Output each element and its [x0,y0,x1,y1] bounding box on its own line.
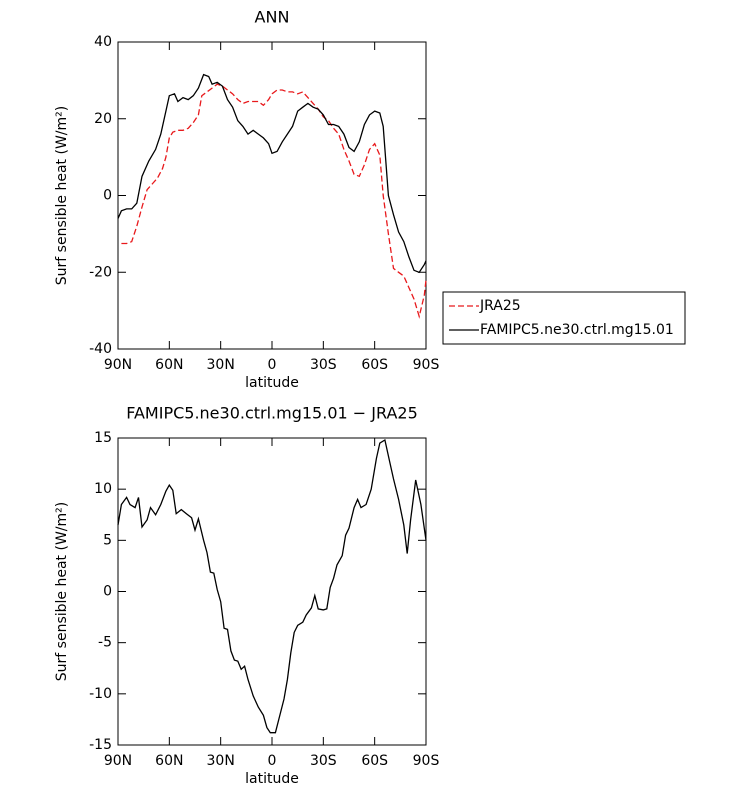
x-axis-label: latitude [245,375,299,391]
y-tick-label: 20 [94,111,112,127]
y-tick-label: 15 [94,430,112,446]
x-tick-label: 30S [310,753,337,769]
y-tick-label: -20 [89,264,112,280]
y-tick-label: -5 [98,635,112,651]
x-tick-label: 90N [104,357,132,373]
x-tick-label: 60S [361,357,388,373]
y-tick-label: 40 [94,34,112,50]
legend-label: FAMIPC5.ne30.ctrl.mg15.01 [480,322,674,338]
x-tick-label: 30N [207,357,235,373]
y-tick-label: -15 [89,737,112,753]
legend-box [442,291,686,345]
x-tick-label: 60N [155,753,183,769]
chart-title: ANN [255,8,290,27]
y-tick-label: 0 [103,188,112,204]
legend-label: JRA25 [479,298,521,314]
y-axis-label: Surf sensible heat (W/m²) [54,106,70,285]
series-line [117,73,427,274]
y-axis-label: Surf sensible heat (W/m²) [54,502,70,681]
plot-frame [117,437,427,746]
y-tick-label: 10 [94,481,112,497]
x-tick-label: 0 [268,357,277,373]
x-axis-label: latitude [245,771,299,787]
y-tick-label: 5 [103,532,112,548]
y-tick-label: -40 [89,341,112,357]
series-line [121,83,427,319]
x-tick-label: 90S [413,753,440,769]
plot-frame [117,41,427,350]
series-line [117,438,427,734]
y-tick-label: -10 [89,686,112,702]
x-tick-label: 30N [207,753,235,769]
x-tick-label: 60S [361,753,388,769]
x-tick-label: 90N [104,753,132,769]
x-tick-label: 90S [413,357,440,373]
chart-title: FAMIPC5.ne30.ctrl.mg15.01 − JRA25 [126,404,418,423]
x-tick-label: 0 [268,753,277,769]
x-tick-label: 60N [155,357,183,373]
x-tick-label: 30S [310,357,337,373]
y-tick-label: 0 [103,584,112,600]
